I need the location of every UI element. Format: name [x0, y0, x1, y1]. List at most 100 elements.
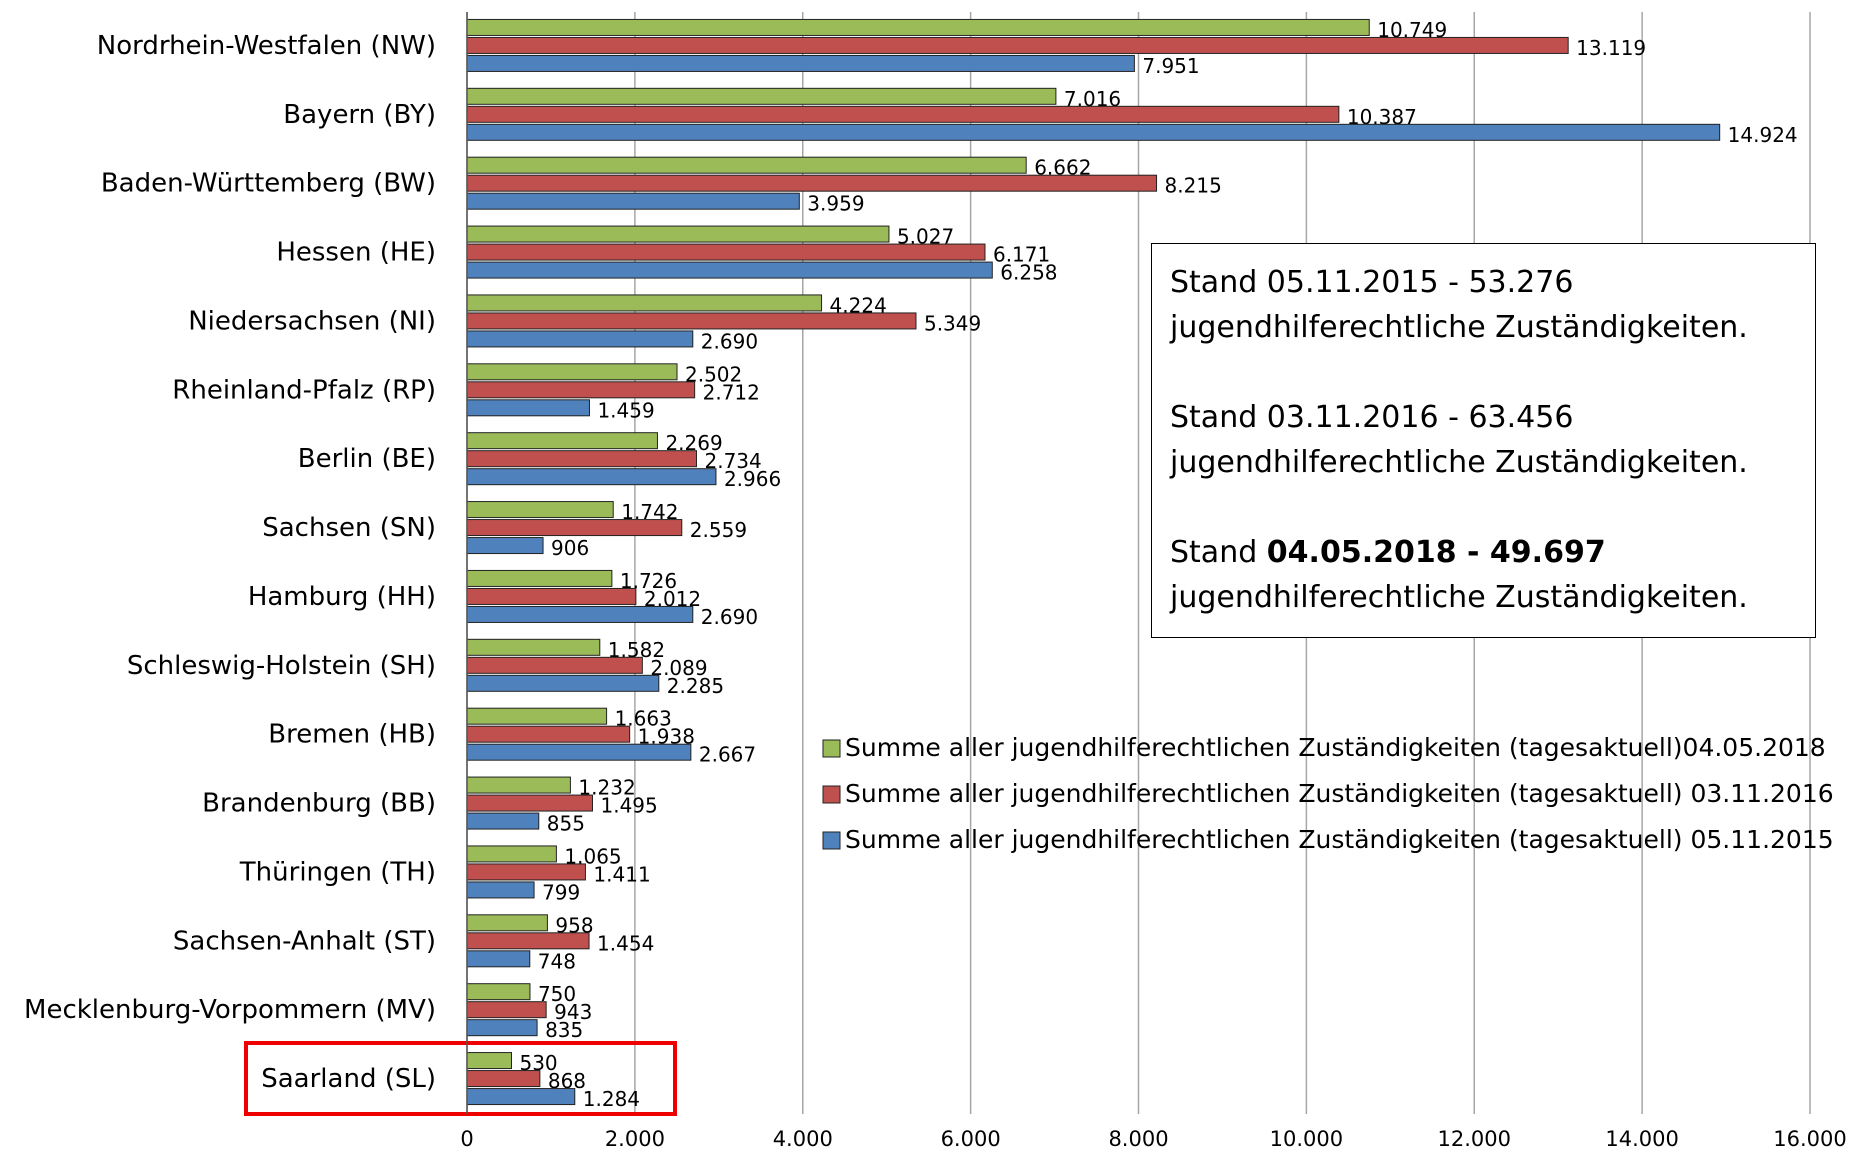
category-label: Rheinland-Pfalz (RP): [172, 375, 436, 405]
data-label: 855: [547, 812, 585, 836]
bar: [466, 123, 1721, 141]
legend-swatch: [822, 739, 841, 758]
category-label: Sachsen (SN): [262, 513, 436, 543]
bar: [466, 501, 614, 519]
bar: [466, 725, 631, 743]
data-label: 3.959: [807, 192, 864, 216]
bar: [466, 674, 660, 692]
annotation-paragraph: Stand 03.11.2016 - 63.456 jugendhilferech…: [1170, 395, 1797, 485]
bar: [466, 569, 613, 587]
legend-swatch: [822, 785, 841, 804]
bar: [466, 845, 557, 863]
bar: [466, 450, 697, 468]
category-label: Baden-Württemberg (BW): [101, 169, 436, 199]
data-label: 2.089: [650, 656, 707, 680]
category-label: Bayern (BY): [283, 100, 436, 130]
annotation-text: jugendhilferechtliche Zuständigkeiten.: [1170, 310, 1748, 345]
category-label: Bremen (HB): [268, 720, 436, 750]
data-label: 6.171: [993, 243, 1050, 267]
bar: [466, 330, 694, 348]
data-label: 748: [538, 949, 576, 973]
bar: [466, 656, 643, 674]
bar: [466, 381, 696, 399]
bar: [466, 468, 717, 486]
bar: [466, 54, 1135, 72]
highlight-box: [244, 1041, 677, 1116]
data-label: 6.258: [1000, 261, 1057, 285]
bar: [466, 36, 1569, 54]
data-label: 835: [545, 1018, 583, 1042]
bar: [466, 18, 1370, 36]
annotation-paragraph: Stand 04.05.2018 - 49.697 jugendhilferech…: [1170, 530, 1797, 620]
data-label: 2.712: [703, 380, 760, 404]
data-label: 1.454: [597, 931, 654, 955]
bar: [466, 932, 590, 950]
bar: [466, 914, 548, 932]
annotation-line: Stand 04.05.2018 - 49.697: [1170, 530, 1797, 575]
bar: [466, 707, 608, 725]
bar: [466, 174, 1158, 192]
category-label: Hessen (HE): [276, 238, 436, 268]
annotation-line: Stand 05.11.2015 - 53.276: [1170, 260, 1797, 305]
annotation-text: jugendhilferechtliche Zuständigkeiten.: [1170, 445, 1748, 480]
annotation-box: Stand 05.11.2015 - 53.276 jugendhilferech…: [1151, 243, 1816, 638]
bar: [466, 1088, 576, 1106]
bar: [466, 225, 890, 243]
x-tick-label: 16.000: [1773, 1127, 1846, 1151]
legend-label: Summe aller jugendhilferechtlichen Zustä…: [845, 779, 1834, 808]
data-label: 13.119: [1576, 36, 1646, 60]
x-tick-label: 14.000: [1605, 1127, 1678, 1151]
annotation-text: Stand 03.11.2016 - 63.456: [1170, 400, 1574, 435]
bar: [466, 156, 1027, 174]
bar: [466, 794, 593, 812]
bar: [466, 863, 586, 881]
bar: [466, 537, 544, 555]
category-label: Berlin (BE): [298, 444, 436, 474]
data-label: 8.215: [1165, 174, 1222, 198]
x-tick-label: 10.000: [1270, 1127, 1343, 1151]
x-tick-label: 2.000: [605, 1127, 665, 1151]
data-label: 2.690: [701, 605, 758, 629]
x-tick-label: 4.000: [773, 1127, 833, 1151]
bar: [466, 87, 1057, 105]
bar: [466, 1001, 547, 1019]
bar: [466, 1019, 538, 1037]
category-label: Niedersachsen (NI): [188, 306, 436, 336]
bar: [466, 950, 531, 968]
annotation-line: jugendhilferechtliche Zuständigkeiten.: [1170, 440, 1797, 485]
bar: [466, 399, 590, 417]
annotation-line: Stand 03.11.2016 - 63.456: [1170, 395, 1797, 440]
bar: [466, 243, 986, 261]
category-label: Thüringen (TH): [239, 857, 436, 887]
annotation-paragraph: Stand 05.11.2015 - 53.276 jugendhilferech…: [1170, 260, 1797, 350]
data-label: 799: [542, 880, 580, 904]
bar: [466, 605, 694, 623]
category-label: Nordrhein-Westfalen (NW): [97, 31, 436, 61]
data-label: 2.690: [701, 329, 758, 353]
bar: [466, 587, 637, 605]
legend-label: Summe aller jugendhilferechtlichen Zustä…: [845, 825, 1834, 854]
legend-label: Summe aller jugendhilferechtlichen Zustä…: [845, 733, 1826, 762]
bar: [466, 261, 993, 279]
annotation-text: Stand: [1170, 535, 1267, 570]
bar: [466, 519, 683, 537]
bar: [466, 743, 692, 761]
annotation-line: jugendhilferechtliche Zuständigkeiten.: [1170, 575, 1797, 620]
x-tick-label: 0: [460, 1127, 473, 1151]
data-label: 1.411: [593, 862, 650, 886]
bar: [466, 1070, 541, 1088]
annotation-line: jugendhilferechtliche Zuständigkeiten.: [1170, 305, 1797, 350]
legend-swatch: [822, 831, 841, 850]
category-label: Schleswig-Holstein (SH): [127, 651, 436, 681]
data-label: 1.284: [583, 1087, 640, 1111]
bar: [466, 638, 601, 656]
bar: [466, 105, 1340, 123]
bar: [466, 1052, 512, 1070]
annotation-text: jugendhilferechtliche Zuständigkeiten.: [1170, 580, 1748, 615]
annotation-text: Stand 05.11.2015 - 53.276: [1170, 265, 1574, 300]
data-label: 906: [551, 536, 589, 560]
bar: [466, 983, 531, 1001]
bar: [466, 812, 540, 830]
data-label: 943: [554, 1000, 592, 1024]
